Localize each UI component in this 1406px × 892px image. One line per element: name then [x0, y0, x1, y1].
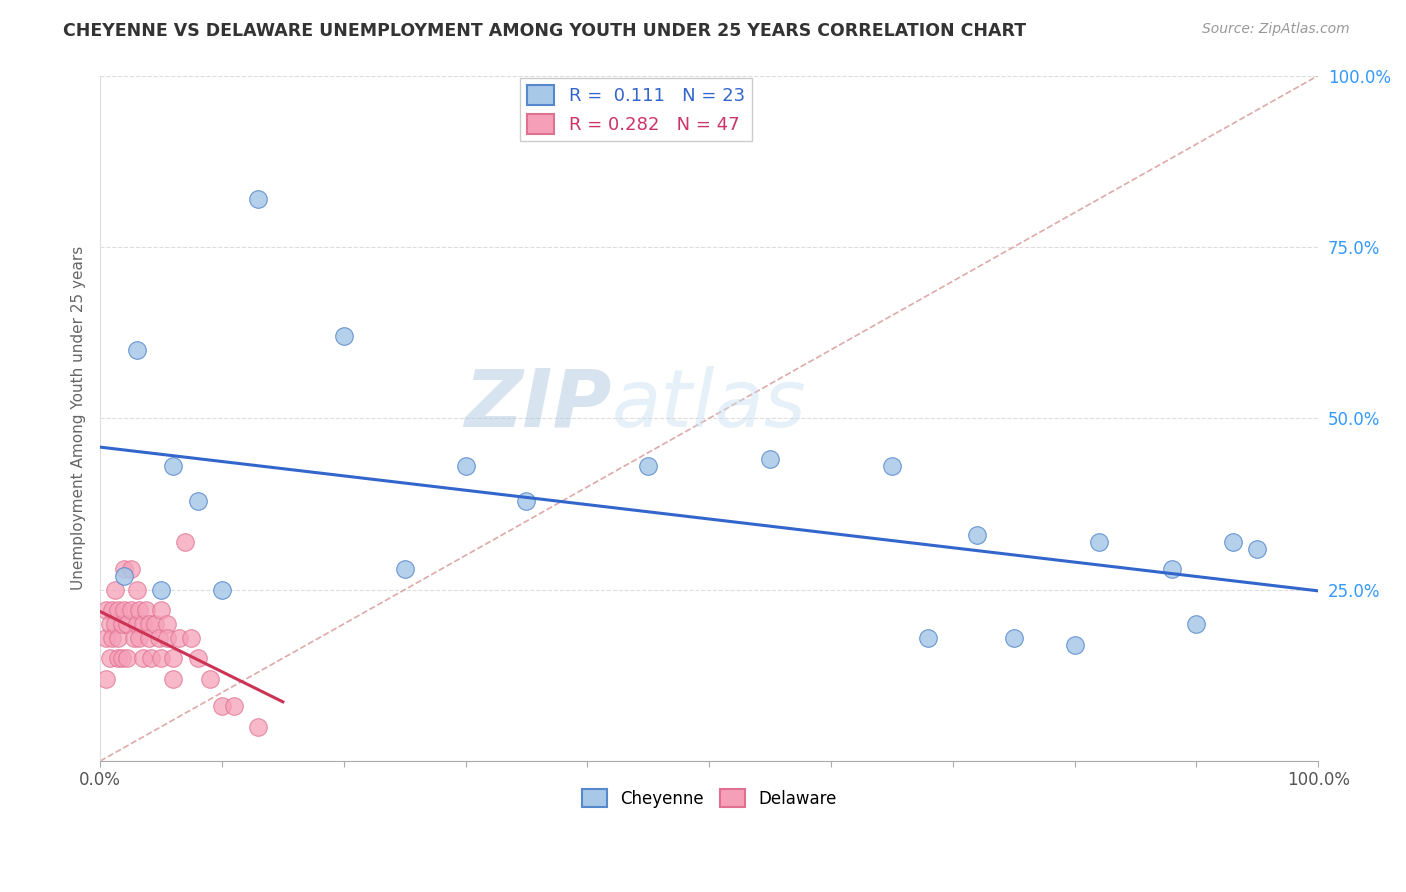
Point: [115, 651, 138, 665]
Point: [211, 699, 233, 714]
Point: [759, 452, 782, 467]
Point: [125, 582, 148, 597]
Point: [111, 617, 134, 632]
Point: [1185, 617, 1208, 632]
Point: [132, 651, 155, 665]
Point: [138, 617, 160, 632]
Point: [98, 651, 121, 665]
Point: [198, 672, 221, 686]
Point: [1002, 631, 1025, 645]
Point: [101, 603, 124, 617]
Point: [98, 617, 121, 632]
Point: [180, 631, 202, 645]
Point: [187, 651, 209, 665]
Point: [966, 528, 988, 542]
Point: [122, 631, 145, 645]
Text: ZIP: ZIP: [464, 366, 612, 443]
Point: [224, 699, 246, 714]
Point: [143, 617, 166, 632]
Point: [1063, 638, 1085, 652]
Point: [148, 631, 170, 645]
Point: [128, 631, 150, 645]
Legend: Cheyenne, Delaware: Cheyenne, Delaware: [575, 782, 844, 814]
Point: [107, 603, 129, 617]
Point: [515, 493, 537, 508]
Point: [120, 603, 142, 617]
Text: Source: ZipAtlas.com: Source: ZipAtlas.com: [1202, 22, 1350, 37]
Point: [156, 631, 179, 645]
Point: [141, 651, 163, 665]
Point: [138, 631, 160, 645]
Point: [132, 617, 155, 632]
Point: [174, 534, 197, 549]
Point: [247, 720, 270, 734]
Point: [1246, 541, 1268, 556]
Point: [115, 617, 138, 632]
Point: [104, 617, 127, 632]
Point: [150, 603, 173, 617]
Point: [104, 582, 127, 597]
Point: [187, 493, 209, 508]
Point: [114, 603, 136, 617]
Point: [162, 672, 184, 686]
Point: [114, 569, 136, 583]
Point: [169, 631, 191, 645]
Point: [150, 651, 173, 665]
Point: [332, 329, 354, 343]
Point: [135, 603, 157, 617]
Point: [96, 631, 118, 645]
Point: [96, 672, 118, 686]
Point: [637, 459, 659, 474]
Point: [1222, 534, 1244, 549]
Point: [114, 562, 136, 576]
Point: [454, 459, 477, 474]
Point: [128, 603, 150, 617]
Point: [917, 631, 939, 645]
Point: [880, 459, 903, 474]
Point: [1161, 562, 1184, 576]
Text: atlas: atlas: [612, 366, 807, 443]
Point: [162, 651, 184, 665]
Point: [247, 192, 270, 206]
Point: [1088, 534, 1111, 549]
Point: [107, 631, 129, 645]
Point: [120, 562, 142, 576]
Text: CHEYENNE VS DELAWARE UNEMPLOYMENT AMONG YOUTH UNDER 25 YEARS CORRELATION CHART: CHEYENNE VS DELAWARE UNEMPLOYMENT AMONG …: [63, 22, 1026, 40]
Point: [107, 651, 129, 665]
Point: [162, 459, 184, 474]
Point: [101, 631, 124, 645]
Y-axis label: Unemployment Among Youth under 25 years: Unemployment Among Youth under 25 years: [72, 246, 86, 591]
Point: [150, 582, 173, 597]
Point: [111, 651, 134, 665]
Point: [394, 562, 416, 576]
Point: [125, 617, 148, 632]
Point: [156, 617, 179, 632]
Point: [96, 603, 118, 617]
Point: [211, 582, 233, 597]
Point: [125, 343, 148, 357]
